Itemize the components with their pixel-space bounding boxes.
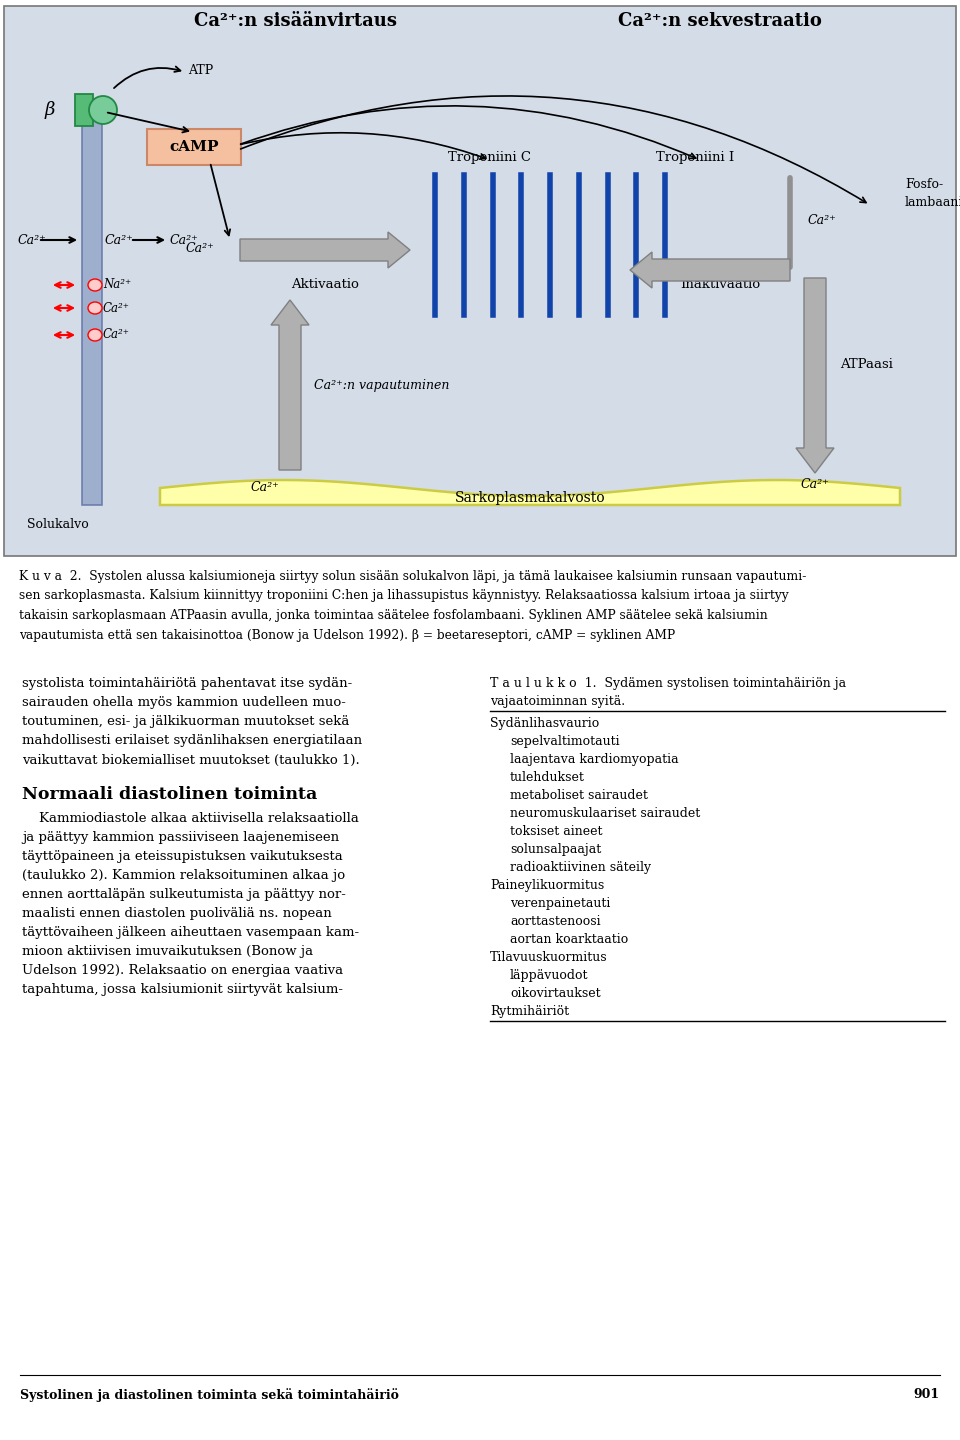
Text: Kammiodiastole alkaa aktiivisella relaksaatiolla: Kammiodiastole alkaa aktiivisella relaks… [22,812,359,825]
FancyBboxPatch shape [82,105,102,505]
Text: 901: 901 [914,1388,940,1401]
Ellipse shape [88,279,102,291]
Text: (taulukko 2). Kammion relaksoituminen alkaa jo: (taulukko 2). Kammion relaksoituminen al… [22,870,346,883]
Text: Fosfo-: Fosfo- [905,179,943,192]
Text: ATP: ATP [188,63,213,76]
Text: Solukalvo: Solukalvo [27,518,89,531]
Text: neuromuskulaariset sairaudet: neuromuskulaariset sairaudet [510,808,700,821]
Text: Ca²⁺:n sekvestraatio: Ca²⁺:n sekvestraatio [618,12,822,30]
Text: tapahtuma, jossa kalsiumionit siirtyvät kalsium-: tapahtuma, jossa kalsiumionit siirtyvät … [22,984,343,996]
Text: Ca²⁺: Ca²⁺ [251,481,279,494]
Text: tulehdukset: tulehdukset [510,772,585,785]
Text: Normaali diastolinen toiminta: Normaali diastolinen toiminta [22,786,317,804]
Text: oikovirtaukset: oikovirtaukset [510,988,601,1001]
Text: ATPaasi: ATPaasi [840,359,893,372]
Text: sen sarkoplasmasta. Kalsium kiinnittyy troponiini C:hen ja lihassupistus käynnis: sen sarkoplasmasta. Kalsium kiinnittyy t… [19,589,789,602]
Text: systolista toimintahäiriötä pahentavat itse sydän-: systolista toimintahäiriötä pahentavat i… [22,677,352,691]
Text: cAMP: cAMP [169,140,219,154]
Text: Rytmihäiriöt: Rytmihäiriöt [490,1005,569,1018]
FancyBboxPatch shape [4,6,956,556]
Text: ja päättyy kammion passiiviseen laajenemiseen: ja päättyy kammion passiiviseen laajenem… [22,831,339,844]
Text: Tilavuuskuormitus: Tilavuuskuormitus [490,952,608,965]
Text: toksiset aineet: toksiset aineet [510,825,603,838]
Text: Udelson 1992). Relaksaatio on energiaa vaativa: Udelson 1992). Relaksaatio on energiaa v… [22,965,343,978]
Text: Sarkoplasmakalvosto: Sarkoplasmakalvosto [455,491,606,505]
Text: vajaatoiminnan syitä.: vajaatoiminnan syitä. [490,696,625,708]
Text: täyttövaiheen jälkeen aiheuttaen vasempaan kam-: täyttövaiheen jälkeen aiheuttaen vasempa… [22,926,359,939]
Text: Aktivaatio: Aktivaatio [291,278,359,291]
Ellipse shape [88,302,102,314]
Text: T a u l u k k o  1.  Sydämen systolisen toimintahäiriön ja: T a u l u k k o 1. Sydämen systolisen to… [490,677,846,691]
Text: β: β [45,101,55,120]
Ellipse shape [88,328,102,341]
Text: vaikuttavat biokemialliset muutokset (taulukko 1).: vaikuttavat biokemialliset muutokset (ta… [22,753,360,766]
FancyBboxPatch shape [147,130,241,166]
Text: Na²⁺: Na²⁺ [103,278,132,291]
Text: Ca²⁺: Ca²⁺ [808,213,837,226]
Text: Ca²⁺: Ca²⁺ [801,478,829,491]
Text: Troponiini C: Troponiini C [448,151,532,164]
Text: Ca²⁺:n sisäänvirtaus: Ca²⁺:n sisäänvirtaus [194,12,396,30]
FancyBboxPatch shape [75,94,93,125]
Text: lambaani: lambaani [905,196,960,209]
Text: Ca²⁺:n vapautuminen: Ca²⁺:n vapautuminen [314,379,449,392]
Text: takaisin sarkoplasmaan ATPaasin avulla, jonka toimintaa säätelee fosfolambaani. : takaisin sarkoplasmaan ATPaasin avulla, … [19,609,768,622]
Text: solunsalpaajat: solunsalpaajat [510,844,601,857]
Text: aortan koarktaatio: aortan koarktaatio [510,933,628,946]
Text: radioaktiivinen säteily: radioaktiivinen säteily [510,861,651,874]
Text: toutuminen, esi- ja jälkikuorman muutokset sekä: toutuminen, esi- ja jälkikuorman muutoks… [22,716,349,729]
FancyArrow shape [271,300,309,469]
FancyArrow shape [240,232,410,268]
Text: K u v a  2.  Systolen alussa kalsiumioneja siirtyy solun sisään solukalvon läpi,: K u v a 2. Systolen alussa kalsiumioneja… [19,570,806,583]
Text: Inaktivaatio: Inaktivaatio [680,278,760,291]
Text: Troponiini I: Troponiini I [656,151,734,164]
Text: Ca²⁺: Ca²⁺ [185,242,214,255]
Text: laajentava kardiomyopatia: laajentava kardiomyopatia [510,753,679,766]
Text: Ca²⁺: Ca²⁺ [105,233,133,246]
Text: Ca²⁺: Ca²⁺ [103,328,130,341]
Text: Ca²⁺: Ca²⁺ [18,233,47,246]
Text: mioon aktiivisen imuvaikutuksen (Bonow ja: mioon aktiivisen imuvaikutuksen (Bonow j… [22,946,313,959]
Text: Ca²⁺: Ca²⁺ [103,301,130,314]
Text: vapautumista että sen takaisinottoa (Bonow ja Udelson 1992). β = beetareseptori,: vapautumista että sen takaisinottoa (Bon… [19,629,675,642]
Text: verenpainetauti: verenpainetauti [510,897,611,910]
Text: aorttastenoosi: aorttastenoosi [510,916,601,929]
Text: täyttöpaineen ja eteissupistuksen vaikutuksesta: täyttöpaineen ja eteissupistuksen vaikut… [22,851,343,864]
Text: mahdollisesti erilaiset sydänlihaksen energiatilaan: mahdollisesti erilaiset sydänlihaksen en… [22,734,362,747]
Polygon shape [160,480,900,505]
Text: Paineylikuormitus: Paineylikuormitus [490,880,604,893]
Text: läppävuodot: läppävuodot [510,969,588,982]
Text: Sydänlihasvaurio: Sydänlihasvaurio [490,717,599,730]
Text: sepelvaltimotauti: sepelvaltimotauti [510,736,619,749]
Text: Ca²⁺: Ca²⁺ [170,233,199,246]
Text: ennen aorttaläpän sulkeutumista ja päättyy nor-: ennen aorttaläpän sulkeutumista ja päätt… [22,888,346,901]
Text: Systolinen ja diastolinen toiminta sekä toimintahäiriö: Systolinen ja diastolinen toiminta sekä … [20,1388,398,1401]
FancyArrow shape [796,278,834,472]
Text: metaboliset sairaudet: metaboliset sairaudet [510,789,648,802]
Text: sairauden ohella myös kammion uudelleen muo-: sairauden ohella myös kammion uudelleen … [22,697,346,710]
Text: maalisti ennen diastolen puoliväliä ns. nopean: maalisti ennen diastolen puoliväliä ns. … [22,907,332,920]
FancyArrow shape [630,252,790,288]
Ellipse shape [89,96,117,124]
